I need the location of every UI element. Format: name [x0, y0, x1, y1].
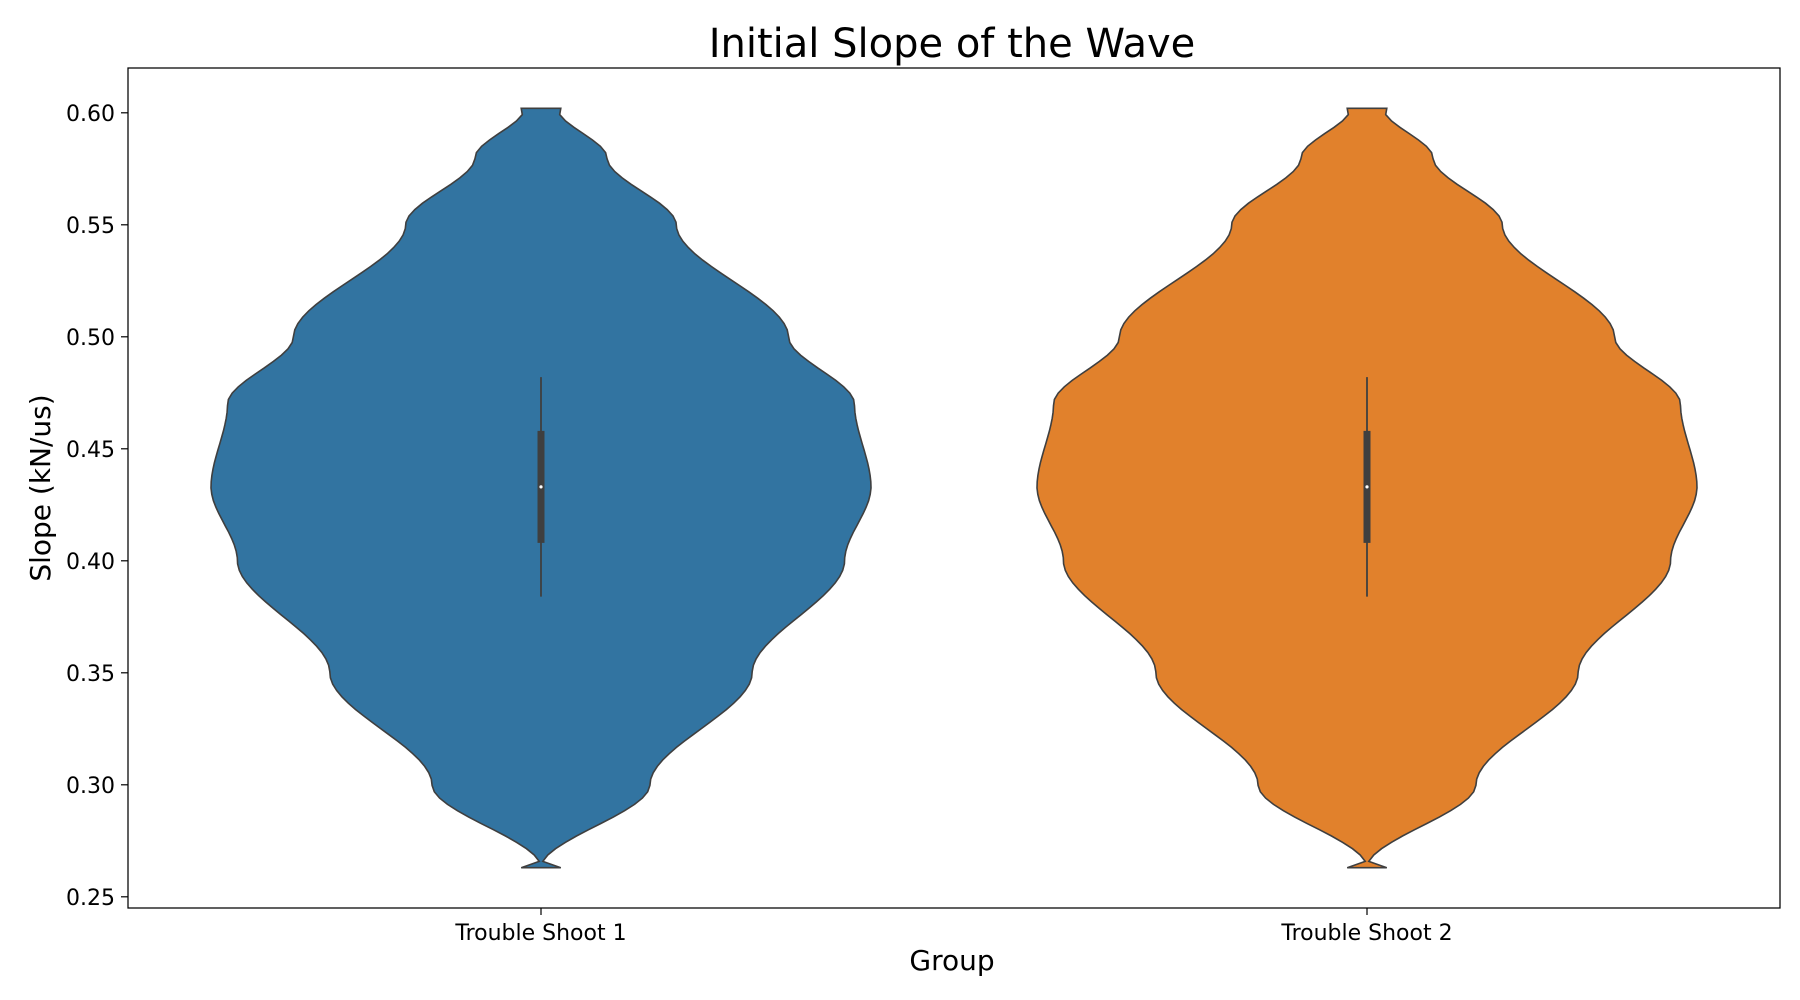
x-axis-ticks: Trouble Shoot 1 Trouble Shoot 2 [454, 908, 1453, 946]
x-axis-label: Group [909, 944, 994, 977]
y-tick-label: 0.45 [66, 438, 115, 463]
inner-boxes-layer [537, 377, 1371, 597]
violin-median-point [1365, 485, 1369, 489]
chart-title: Initial Slope of the Wave [709, 21, 1196, 67]
y-tick-label: 0.55 [66, 214, 115, 239]
y-tick-label: 0.40 [66, 550, 115, 575]
plot-frame [127, 67, 1781, 909]
y-tick-label: 0.50 [66, 326, 115, 351]
y-axis-label: Slope (kN/us) [24, 394, 57, 581]
x-tick-label: Trouble Shoot 2 [1280, 921, 1452, 946]
y-tick-label: 0.25 [66, 886, 115, 911]
y-tick-label: 0.30 [66, 774, 115, 799]
x-tick-label: Trouble Shoot 1 [454, 921, 626, 946]
y-axis-ticks: 0.25 0.30 0.35 0.40 0.45 0.50 0.55 0.60 [66, 102, 128, 911]
violin-median-point [539, 485, 543, 489]
y-tick-label: 0.60 [66, 102, 115, 127]
y-tick-label: 0.35 [66, 662, 115, 687]
